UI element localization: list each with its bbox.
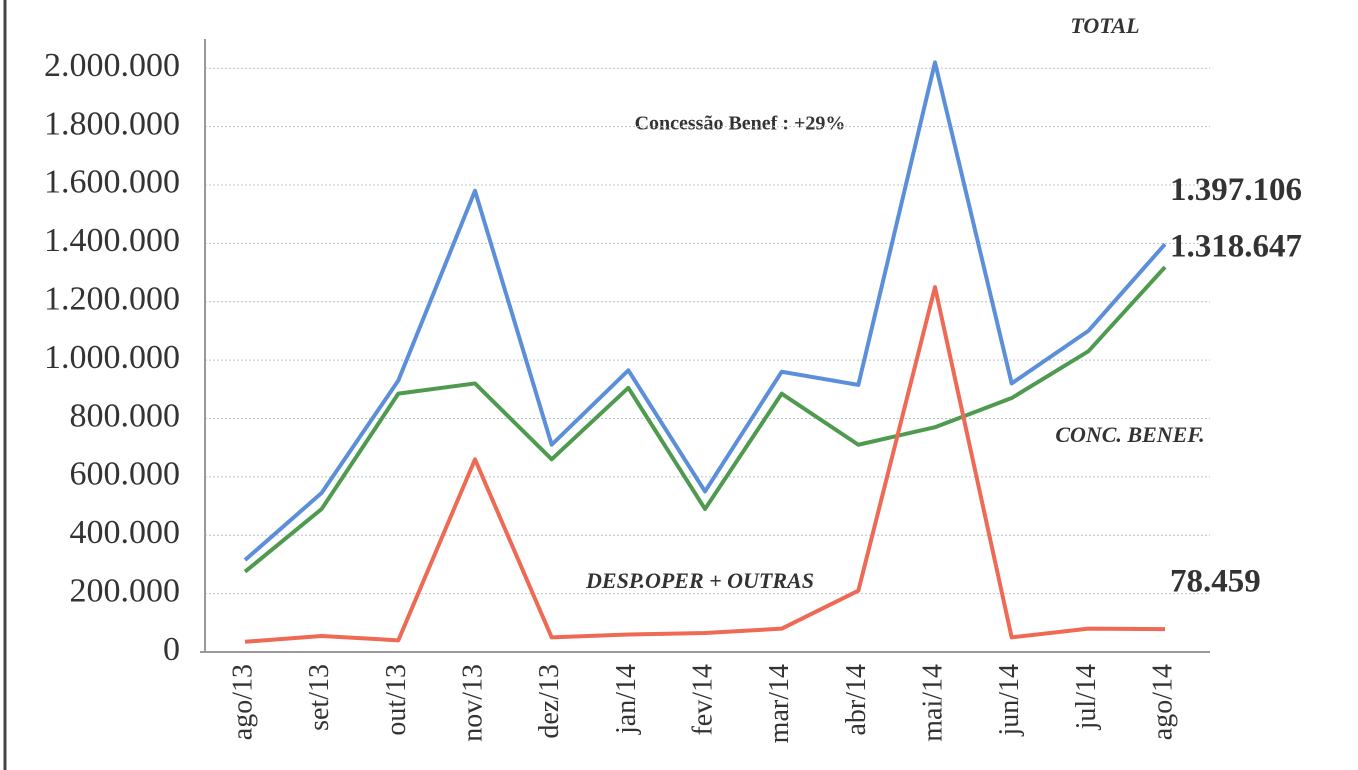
- y-tick-label: 800.000: [70, 397, 181, 434]
- x-tick-label: jan/14: [611, 664, 642, 735]
- series-line: [243, 60, 1167, 562]
- x-tick-label: set/13: [304, 664, 335, 731]
- series-label: DESP.OPER + OUTRAS: [585, 568, 814, 593]
- x-tick-label: mar/14: [764, 664, 795, 743]
- series-line: [244, 285, 1166, 644]
- y-tick-label: 1.200.000: [44, 281, 180, 318]
- x-tick-label: jul/14: [1071, 664, 1102, 730]
- annotation: Concessão Benef : +29%: [635, 113, 846, 135]
- y-tick-label: 1.600.000: [44, 164, 180, 201]
- x-tick-label: dez/13: [534, 664, 565, 739]
- y-tick-label: 1.000.000: [44, 339, 180, 376]
- y-tick-label: 200.000: [70, 572, 181, 609]
- x-tick-label: abr/14: [841, 664, 872, 736]
- y-tick-label: 2.000.000: [44, 47, 180, 84]
- value-label: 1.318.647: [1170, 229, 1302, 265]
- y-tick-label: 600.000: [70, 456, 181, 493]
- x-tick-label: fev/14: [687, 664, 718, 736]
- value-label: 78.459: [1170, 564, 1261, 600]
- series-label: CONC. BENEF.: [1055, 422, 1204, 447]
- y-tick-label: 1.400.000: [44, 222, 180, 259]
- series-line: [243, 265, 1167, 574]
- x-tick-label: out/13: [381, 664, 412, 736]
- y-tick-label: 0: [163, 631, 180, 668]
- x-tick-label: ago/14: [1147, 664, 1178, 740]
- series-label: TOTAL: [1070, 13, 1139, 38]
- y-tick-label: 400.000: [70, 514, 181, 551]
- x-tick-label: ago/13: [227, 664, 258, 740]
- y-tick-label: 1.800.000: [44, 105, 180, 142]
- x-tick-label: jun/14: [994, 664, 1025, 737]
- x-tick-label: nov/13: [457, 664, 488, 742]
- x-tick-label: mai/14: [917, 664, 948, 742]
- value-label: 1.397.106: [1170, 172, 1302, 208]
